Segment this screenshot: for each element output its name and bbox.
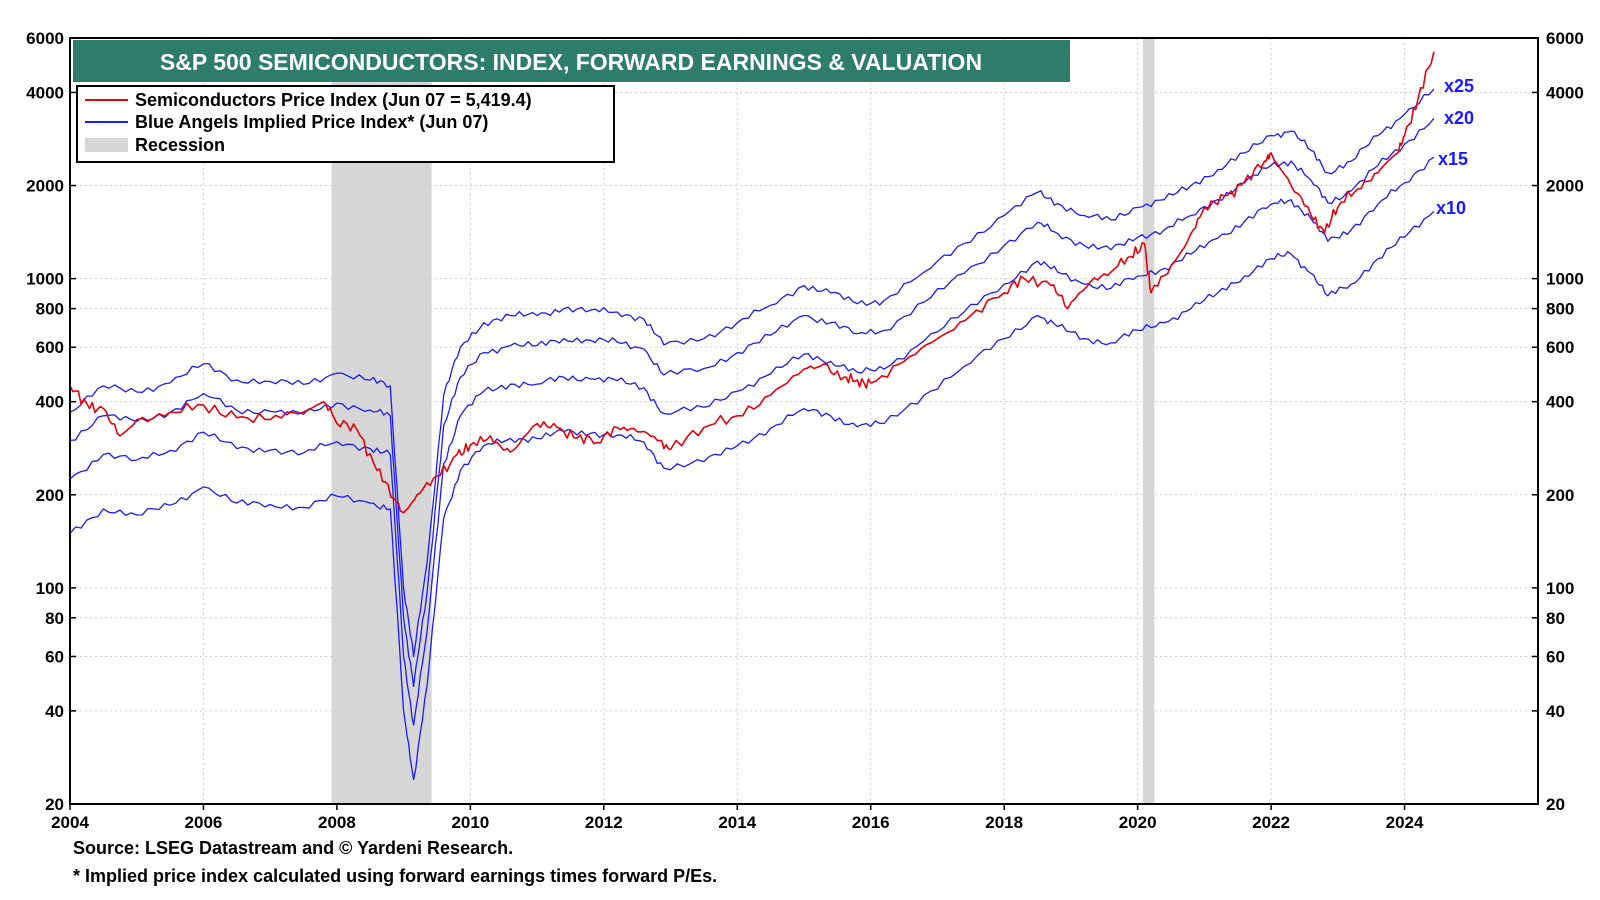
multiple-label-x10: x10 xyxy=(1436,198,1466,218)
legend-label-price-index: Semiconductors Price Index (Jun 07 = 5,4… xyxy=(135,90,532,110)
multiple-label-x20: x20 xyxy=(1444,108,1474,128)
source-note: Source: LSEG Datastream and © Yardeni Re… xyxy=(73,838,513,858)
y-tick-label-right: 100 xyxy=(1546,579,1574,598)
y-tick-label-left: 2000 xyxy=(26,177,64,196)
series-line-implied-x20 xyxy=(69,117,1435,688)
x-tick-label: 2006 xyxy=(185,813,223,832)
y-tick-label-left: 4000 xyxy=(26,83,64,102)
axis-ticks: 2004 2006 2008 2010 2012 2014 2016 2018 2020 2022… xyxy=(26,29,1584,832)
y-tick-label-right: 4000 xyxy=(1546,83,1584,102)
series-line-implied-x15 xyxy=(69,156,1435,726)
y-tick-label-right: 400 xyxy=(1546,393,1574,412)
legend-swatch-recession xyxy=(85,138,128,152)
y-tick-label-right: 800 xyxy=(1546,300,1574,319)
y-tick-label-left: 60 xyxy=(45,647,64,666)
y-tick-label-left: 40 xyxy=(45,702,64,721)
x-tick-label: 2022 xyxy=(1252,813,1290,832)
x-tick-label: 2020 xyxy=(1119,813,1157,832)
x-tick-label: 2018 xyxy=(985,813,1023,832)
multiple-label-x15: x15 xyxy=(1438,149,1468,169)
legend-label-recession: Recession xyxy=(135,135,225,155)
legend-box xyxy=(76,85,615,163)
series-line-implied-x10 xyxy=(69,210,1435,781)
implied-index-footnote: * Implied price index calculated using f… xyxy=(73,866,717,886)
legend-label-implied-index: Blue Angels Implied Price Index* (Jun 07… xyxy=(135,112,488,132)
x-tick-label: 2010 xyxy=(451,813,489,832)
x-tick-label: 2016 xyxy=(852,813,890,832)
y-tick-label-right: 40 xyxy=(1546,702,1565,721)
y-tick-label-left: 200 xyxy=(36,486,64,505)
x-tick-label: 2012 xyxy=(585,813,623,832)
y-tick-label-right: 600 xyxy=(1546,338,1574,357)
y-tick-label-left: 100 xyxy=(36,579,64,598)
series-line-implied-x25 xyxy=(69,88,1435,658)
title-banner xyxy=(73,40,1070,82)
y-tick-label-right: 2000 xyxy=(1546,177,1584,196)
x-tick-label: 2024 xyxy=(1386,813,1424,832)
series-line-semiconductors-price-index xyxy=(69,51,1435,514)
multiple-label-x25: x25 xyxy=(1444,76,1474,96)
y-tick-label-right: 20 xyxy=(1546,795,1565,814)
recession-band-1 xyxy=(1142,38,1155,804)
y-tick-label-left: 600 xyxy=(36,338,64,357)
y-tick-label-left: 1000 xyxy=(26,270,64,289)
y-tick-label-right: 1000 xyxy=(1546,270,1584,289)
plot-frame xyxy=(69,37,1539,805)
y-tick-label-left: 400 xyxy=(36,393,64,412)
chart-title: S&P 500 SEMICONDUCTORS: INDEX, FORWARD E… xyxy=(160,49,982,75)
y-tick-label-right: 200 xyxy=(1546,486,1574,505)
y-tick-label-right: 60 xyxy=(1546,647,1565,666)
y-tick-label-right: 80 xyxy=(1546,609,1565,628)
series-lines xyxy=(69,51,1435,781)
x-tick-label: 2008 xyxy=(318,813,356,832)
y-tick-label-left: 6000 xyxy=(26,29,64,48)
y-tick-label-left: 800 xyxy=(36,300,64,319)
y-tick-label-left: 20 xyxy=(45,795,64,814)
x-tick-label: 2004 xyxy=(51,813,89,832)
y-tick-label-right: 6000 xyxy=(1546,29,1584,48)
y-tick-label-left: 80 xyxy=(45,609,64,628)
x-tick-label: 2014 xyxy=(718,813,756,832)
